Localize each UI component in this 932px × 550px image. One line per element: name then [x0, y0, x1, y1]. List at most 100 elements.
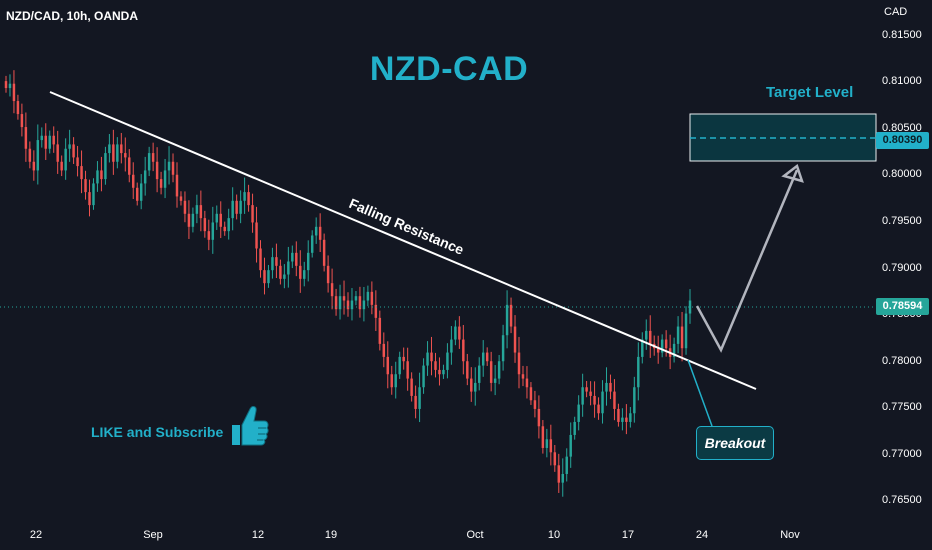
candle-body: [362, 300, 366, 310]
y-tick-label: 0.80500: [882, 122, 922, 134]
candle-body: [322, 239, 326, 266]
candle-body: [485, 352, 489, 362]
candle-body: [366, 291, 370, 301]
candle-body: [318, 226, 322, 240]
candle-body: [275, 257, 278, 266]
candle-body: [64, 148, 67, 171]
x-tick-label: 12: [251, 529, 265, 541]
candle-body: [68, 144, 71, 149]
x-tick-label: Nov: [780, 529, 800, 541]
candle-body: [24, 127, 28, 149]
candle-body: [454, 326, 457, 340]
candle-body: [36, 140, 40, 171]
current-price-tag: 0.78594: [876, 298, 929, 315]
x-tick-label: 17: [621, 529, 635, 541]
candle-body: [386, 356, 390, 375]
candle-body: [501, 335, 505, 362]
candle-body: [529, 387, 533, 401]
candle-body: [545, 439, 549, 448]
candle-body: [481, 352, 485, 366]
candle-body: [243, 192, 246, 201]
candle-body: [187, 213, 191, 227]
candle-body: [267, 270, 270, 284]
candle-body: [183, 200, 187, 214]
candle-body: [112, 144, 115, 162]
candle-body: [593, 395, 596, 405]
candle-body: [553, 452, 557, 466]
candle-body: [72, 144, 75, 158]
candle-body: [8, 83, 12, 89]
x-tick-label: Oct: [466, 529, 484, 541]
candle-body: [219, 213, 222, 227]
candle-body: [354, 296, 358, 301]
candle-body: [259, 248, 262, 271]
candle-body: [239, 200, 242, 214]
candle-body: [517, 352, 521, 375]
candle-body: [199, 205, 203, 219]
candle-body: [585, 387, 588, 392]
candle-body: [382, 343, 386, 357]
candle-body: [88, 192, 91, 206]
candle-body: [84, 179, 87, 193]
candle-body: [589, 391, 592, 396]
candle-body: [104, 153, 107, 180]
x-tick-label: Sep: [143, 529, 163, 541]
candle-body: [303, 270, 306, 279]
candle-body: [649, 330, 652, 344]
candle-body: [251, 205, 254, 223]
candle-body: [573, 421, 576, 435]
candle-body: [637, 356, 640, 388]
breakout-pointer: [687, 359, 713, 427]
chart-title: NZD-CAD: [369, 50, 529, 88]
candle-body: [438, 369, 441, 375]
candle-body: [76, 157, 79, 167]
candle-body: [283, 274, 286, 279]
candle-body: [633, 387, 636, 414]
candle-body: [621, 417, 624, 422]
candle-body: [143, 170, 147, 184]
candle-body: [299, 265, 302, 279]
candle-body: [390, 374, 393, 388]
candle-body: [676, 326, 680, 344]
candle-body: [521, 374, 525, 379]
candle-body: [370, 291, 374, 305]
candle-body: [231, 200, 234, 219]
x-tick-label: 10: [547, 529, 561, 541]
candle-body: [664, 339, 668, 349]
candle-body: [227, 218, 230, 232]
candle-body: [509, 304, 513, 327]
candle-body: [330, 283, 334, 297]
candle-body: [398, 356, 401, 375]
candle-body: [235, 200, 238, 214]
candle-body: [40, 135, 44, 141]
candle-body: [215, 213, 218, 223]
candle-body: [255, 222, 258, 249]
candle-body: [334, 296, 338, 310]
candle-body: [350, 300, 354, 310]
y-tick-label: 0.76500: [882, 494, 922, 506]
candle-body: [565, 456, 568, 474]
y-tick-label: 0.77000: [882, 448, 922, 460]
y-tick-label: 0.79000: [882, 262, 922, 274]
candle-body: [497, 361, 501, 379]
candle-body: [338, 296, 342, 310]
falling-resistance-label: Falling Resistance: [347, 195, 467, 258]
candle-body: [581, 387, 584, 405]
candle-body: [358, 296, 362, 310]
candle-body: [489, 361, 493, 383]
candle-body: [625, 417, 628, 422]
candle-body: [155, 161, 159, 180]
candle-body: [346, 300, 350, 310]
candle-body: [175, 174, 179, 197]
candle-body: [406, 361, 409, 379]
axis-currency-label: CAD: [884, 6, 908, 18]
candle-body: [124, 153, 127, 158]
candle-body: [557, 465, 561, 483]
candle-body: [203, 218, 207, 232]
candle-body: [493, 378, 497, 383]
candle-body: [100, 170, 103, 180]
candle-body: [139, 183, 143, 201]
candle-body: [271, 257, 274, 271]
candle-body: [223, 226, 226, 232]
